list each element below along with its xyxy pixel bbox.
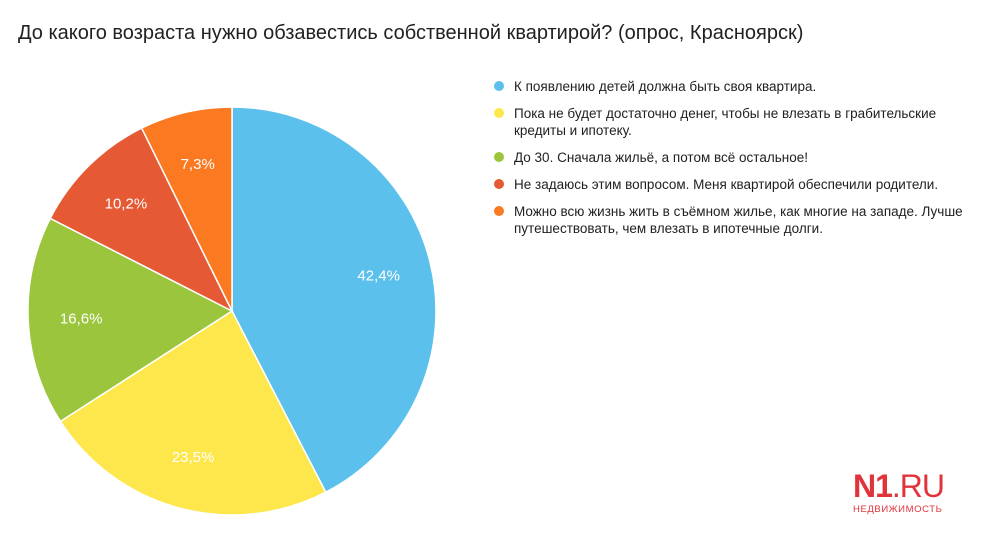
legend-item: Можно всю жизнь жить в съёмном жилье, ка… xyxy=(494,203,974,237)
legend-item: Не задаюсь этим вопросом. Меня квартирой… xyxy=(494,176,974,193)
legend-label: К появлению детей должна быть своя кварт… xyxy=(514,79,817,94)
pie-value-labels: 42,4% 23,5% 16,6% 10,2% 7,3% xyxy=(60,156,400,466)
legend-label: Можно всю жизнь жить в съёмном жилье, ка… xyxy=(514,204,963,236)
legend-label: До 30. Сначала жильё, а потом всё осталь… xyxy=(514,150,808,165)
pie-slice-4 xyxy=(49,127,234,313)
pie-value-label-4: 10,2% xyxy=(105,196,148,213)
n1-logo: N1.RU НЕДВИЖИМОСТЬ xyxy=(853,470,968,520)
legend-swatch xyxy=(494,206,504,216)
pie-slice-1 xyxy=(231,106,437,494)
legend-swatch xyxy=(494,108,504,118)
pie-value-label-5: 7,3% xyxy=(181,156,215,173)
pie-value-label-3: 16,6% xyxy=(60,311,103,328)
legend-swatch xyxy=(494,152,504,162)
legend-swatch xyxy=(494,179,504,189)
legend-label: Не задаюсь этим вопросом. Меня квартирой… xyxy=(514,177,939,192)
chart-title: До какого возраста нужно обзавестись соб… xyxy=(18,22,804,44)
legend-item: К появлению детей должна быть своя кварт… xyxy=(494,78,974,95)
pie-slice-5 xyxy=(140,106,233,312)
pie-slice-2 xyxy=(59,309,327,516)
legend-label: Пока не будет достаточно денег, чтобы не… xyxy=(514,106,937,138)
legend-swatch xyxy=(494,81,504,91)
legend-item: Пока не будет достаточно денег, чтобы не… xyxy=(494,105,974,139)
logo-subtitle: НЕДВИЖИМОСТЬ xyxy=(853,504,943,515)
pie-value-label-1: 42,4% xyxy=(357,267,400,284)
pie-slices xyxy=(27,106,437,516)
pie-value-label-2: 23,5% xyxy=(172,449,215,466)
logo-ru-text: .RU xyxy=(891,468,945,504)
chart-legend: К появлению детей должна быть своя кварт… xyxy=(494,78,974,247)
logo-n1-text: N1 xyxy=(853,468,893,504)
pie-slice-3 xyxy=(27,217,234,423)
legend-item: До 30. Сначала жильё, а потом всё осталь… xyxy=(494,149,974,166)
